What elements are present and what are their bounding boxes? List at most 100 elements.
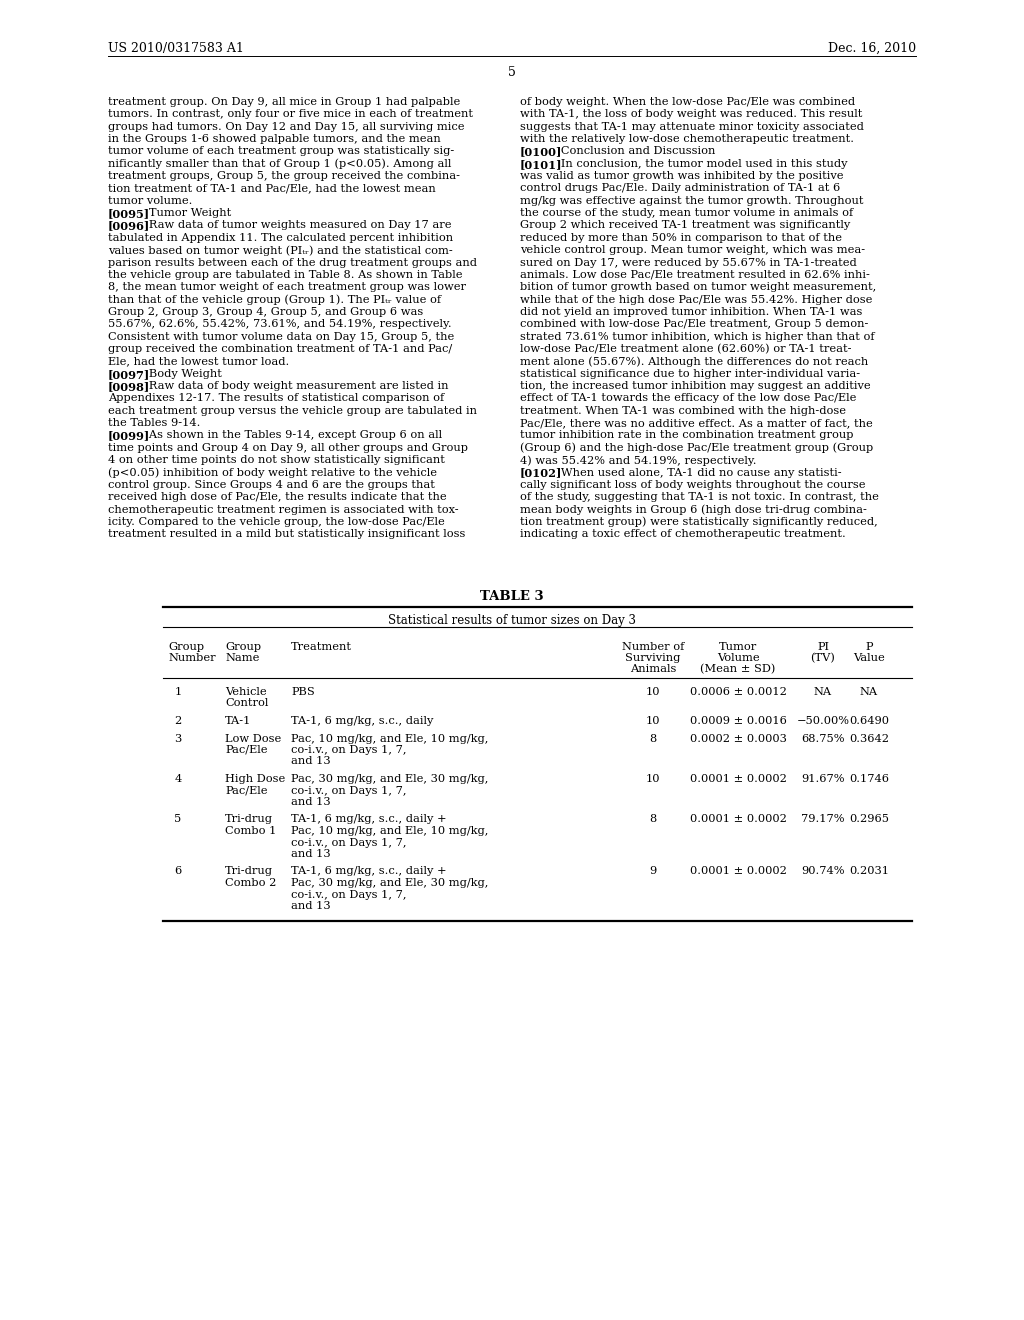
Text: with the relatively low-dose chemotherapeutic treatment.: with the relatively low-dose chemotherap… bbox=[520, 135, 854, 144]
Text: 8: 8 bbox=[649, 734, 656, 743]
Text: co-i.v., on Days 1, 7,: co-i.v., on Days 1, 7, bbox=[291, 744, 407, 755]
Text: the course of the study, mean tumor volume in animals of: the course of the study, mean tumor volu… bbox=[520, 209, 853, 218]
Text: Tumor Weight: Tumor Weight bbox=[138, 209, 231, 218]
Text: 0.0002 ± 0.0003: 0.0002 ± 0.0003 bbox=[689, 734, 786, 743]
Text: animals. Low dose Pac/Ele treatment resulted in 62.6% inhi-: animals. Low dose Pac/Ele treatment resu… bbox=[520, 269, 869, 280]
Text: of body weight. When the low-dose Pac/Ele was combined: of body weight. When the low-dose Pac/El… bbox=[520, 96, 855, 107]
Text: [0099]: [0099] bbox=[108, 430, 151, 441]
Text: bition of tumor growth based on tumor weight measurement,: bition of tumor growth based on tumor we… bbox=[520, 282, 877, 292]
Text: −50.00%: −50.00% bbox=[797, 715, 850, 726]
Text: Volume: Volume bbox=[717, 653, 760, 663]
Text: Animals: Animals bbox=[630, 664, 676, 675]
Text: 0.0001 ± 0.0002: 0.0001 ± 0.0002 bbox=[689, 866, 786, 876]
Text: Pac/Ele: Pac/Ele bbox=[225, 744, 267, 755]
Text: In conclusion, the tumor model used in this study: In conclusion, the tumor model used in t… bbox=[550, 158, 848, 169]
Text: 1: 1 bbox=[174, 686, 181, 697]
Text: Combo 2: Combo 2 bbox=[225, 878, 276, 888]
Text: statistical significance due to higher inter-individual varia-: statistical significance due to higher i… bbox=[520, 368, 860, 379]
Text: Consistent with tumor volume data on Day 15, Group 5, the: Consistent with tumor volume data on Day… bbox=[108, 331, 455, 342]
Text: 91.67%: 91.67% bbox=[801, 774, 845, 784]
Text: Body Weight: Body Weight bbox=[138, 368, 222, 379]
Text: and 13: and 13 bbox=[291, 797, 331, 807]
Text: NA: NA bbox=[814, 686, 833, 697]
Text: As shown in the Tables 9-14, except Group 6 on all: As shown in the Tables 9-14, except Grou… bbox=[138, 430, 442, 441]
Text: co-i.v., on Days 1, 7,: co-i.v., on Days 1, 7, bbox=[291, 785, 407, 796]
Text: US 2010/0317583 A1: US 2010/0317583 A1 bbox=[108, 42, 244, 55]
Text: 8, the mean tumor weight of each treatment group was lower: 8, the mean tumor weight of each treatme… bbox=[108, 282, 466, 292]
Text: parison results between each of the drug treatment groups and: parison results between each of the drug… bbox=[108, 257, 477, 268]
Text: Pac, 10 mg/kg, and Ele, 10 mg/kg,: Pac, 10 mg/kg, and Ele, 10 mg/kg, bbox=[291, 826, 488, 836]
Text: treatment groups, Group 5, the group received the combina-: treatment groups, Group 5, the group rec… bbox=[108, 172, 460, 181]
Text: Pac, 30 mg/kg, and Ele, 30 mg/kg,: Pac, 30 mg/kg, and Ele, 30 mg/kg, bbox=[291, 774, 488, 784]
Text: Group 2, Group 3, Group 4, Group 5, and Group 6 was: Group 2, Group 3, Group 4, Group 5, and … bbox=[108, 308, 423, 317]
Text: [0101]: [0101] bbox=[520, 158, 562, 170]
Text: vehicle control group. Mean tumor weight, which was mea-: vehicle control group. Mean tumor weight… bbox=[520, 246, 865, 255]
Text: 0.3642: 0.3642 bbox=[849, 734, 889, 743]
Text: 4 on other time points do not show statistically significant: 4 on other time points do not show stati… bbox=[108, 455, 444, 465]
Text: 9: 9 bbox=[649, 866, 656, 876]
Text: (TV): (TV) bbox=[811, 653, 836, 664]
Text: Raw data of body weight measurement are listed in: Raw data of body weight measurement are … bbox=[138, 381, 449, 391]
Text: P: P bbox=[865, 642, 872, 652]
Text: tion treatment of TA-1 and Pac/Ele, had the lowest mean: tion treatment of TA-1 and Pac/Ele, had … bbox=[108, 183, 436, 194]
Text: Appendixes 12-17. The results of statistical comparison of: Appendixes 12-17. The results of statist… bbox=[108, 393, 444, 404]
Text: Name: Name bbox=[225, 653, 259, 663]
Text: 8: 8 bbox=[649, 814, 656, 825]
Text: tabulated in Appendix 11. The calculated percent inhibition: tabulated in Appendix 11. The calculated… bbox=[108, 232, 454, 243]
Text: with TA-1, the loss of body weight was reduced. This result: with TA-1, the loss of body weight was r… bbox=[520, 110, 862, 119]
Text: [0100]: [0100] bbox=[520, 147, 562, 157]
Text: control group. Since Groups 4 and 6 are the groups that: control group. Since Groups 4 and 6 are … bbox=[108, 480, 435, 490]
Text: 90.74%: 90.74% bbox=[801, 866, 845, 876]
Text: in the Groups 1-6 showed palpable tumors, and the mean: in the Groups 1-6 showed palpable tumors… bbox=[108, 135, 440, 144]
Text: was valid as tumor growth was inhibited by the positive: was valid as tumor growth was inhibited … bbox=[520, 172, 844, 181]
Text: Number of: Number of bbox=[622, 642, 684, 652]
Text: 5: 5 bbox=[508, 66, 516, 79]
Text: time points and Group 4 on Day 9, all other groups and Group: time points and Group 4 on Day 9, all ot… bbox=[108, 442, 468, 453]
Text: values based on tumor weight (PIₜᵣ) and the statistical com-: values based on tumor weight (PIₜᵣ) and … bbox=[108, 246, 453, 256]
Text: Tri-drug: Tri-drug bbox=[225, 866, 273, 876]
Text: treatment. When TA-1 was combined with the high-dose: treatment. When TA-1 was combined with t… bbox=[520, 405, 846, 416]
Text: Vehicle: Vehicle bbox=[225, 686, 266, 697]
Text: received high dose of Pac/Ele, the results indicate that the: received high dose of Pac/Ele, the resul… bbox=[108, 492, 446, 502]
Text: Treatment: Treatment bbox=[291, 642, 352, 652]
Text: icity. Compared to the vehicle group, the low-dose Pac/Ele: icity. Compared to the vehicle group, th… bbox=[108, 517, 444, 527]
Text: Raw data of tumor weights measured on Day 17 are: Raw data of tumor weights measured on Da… bbox=[138, 220, 452, 231]
Text: 0.2031: 0.2031 bbox=[849, 866, 889, 876]
Text: [0102]: [0102] bbox=[520, 467, 562, 479]
Text: mean body weights in Group 6 (high dose tri-drug combina-: mean body weights in Group 6 (high dose … bbox=[520, 504, 867, 515]
Text: group received the combination treatment of TA-1 and Pac/: group received the combination treatment… bbox=[108, 345, 453, 354]
Text: tumors. In contrast, only four or five mice in each of treatment: tumors. In contrast, only four or five m… bbox=[108, 110, 473, 119]
Text: Value: Value bbox=[853, 653, 885, 663]
Text: groups had tumors. On Day 12 and Day 15, all surviving mice: groups had tumors. On Day 12 and Day 15,… bbox=[108, 121, 465, 132]
Text: reduced by more than 50% in comparison to that of the: reduced by more than 50% in comparison t… bbox=[520, 232, 842, 243]
Text: Tumor: Tumor bbox=[719, 642, 757, 652]
Text: 10: 10 bbox=[646, 686, 660, 697]
Text: [0096]: [0096] bbox=[108, 220, 151, 231]
Text: 0.0006 ± 0.0012: 0.0006 ± 0.0012 bbox=[689, 686, 786, 697]
Text: and 13: and 13 bbox=[291, 902, 331, 911]
Text: co-i.v., on Days 1, 7,: co-i.v., on Days 1, 7, bbox=[291, 890, 407, 899]
Text: of the study, suggesting that TA-1 is not toxic. In contrast, the: of the study, suggesting that TA-1 is no… bbox=[520, 492, 879, 502]
Text: 0.0009 ± 0.0016: 0.0009 ± 0.0016 bbox=[689, 715, 786, 726]
Text: When used alone, TA-1 did no cause any statisti-: When used alone, TA-1 did no cause any s… bbox=[550, 467, 842, 478]
Text: sured on Day 17, were reduced by 55.67% in TA-1-treated: sured on Day 17, were reduced by 55.67% … bbox=[520, 257, 857, 268]
Text: PI: PI bbox=[817, 642, 829, 652]
Text: and 13: and 13 bbox=[291, 756, 331, 767]
Text: tion, the increased tumor inhibition may suggest an additive: tion, the increased tumor inhibition may… bbox=[520, 381, 870, 391]
Text: combined with low-dose Pac/Ele treatment, Group 5 demon-: combined with low-dose Pac/Ele treatment… bbox=[520, 319, 868, 329]
Text: 55.67%, 62.6%, 55.42%, 73.61%, and 54.19%, respectively.: 55.67%, 62.6%, 55.42%, 73.61%, and 54.19… bbox=[108, 319, 452, 329]
Text: Pac/Ele: Pac/Ele bbox=[225, 785, 267, 796]
Text: cally significant loss of body weights throughout the course: cally significant loss of body weights t… bbox=[520, 480, 865, 490]
Text: while that of the high dose Pac/Ele was 55.42%. Higher dose: while that of the high dose Pac/Ele was … bbox=[520, 294, 872, 305]
Text: mg/kg was effective against the tumor growth. Throughout: mg/kg was effective against the tumor gr… bbox=[520, 195, 863, 206]
Text: tumor volume of each treatment group was statistically sig-: tumor volume of each treatment group was… bbox=[108, 147, 455, 156]
Text: TA-1, 6 mg/kg, s.c., daily +: TA-1, 6 mg/kg, s.c., daily + bbox=[291, 814, 446, 825]
Text: indicating a toxic effect of chemotherapeutic treatment.: indicating a toxic effect of chemotherap… bbox=[520, 529, 846, 540]
Text: 5: 5 bbox=[174, 814, 181, 825]
Text: 4: 4 bbox=[174, 774, 181, 784]
Text: PBS: PBS bbox=[291, 686, 314, 697]
Text: tumor inhibition rate in the combination treatment group: tumor inhibition rate in the combination… bbox=[520, 430, 853, 441]
Text: [0095]: [0095] bbox=[108, 209, 151, 219]
Text: (Mean ± SD): (Mean ± SD) bbox=[700, 664, 776, 675]
Text: 79.17%: 79.17% bbox=[801, 814, 845, 825]
